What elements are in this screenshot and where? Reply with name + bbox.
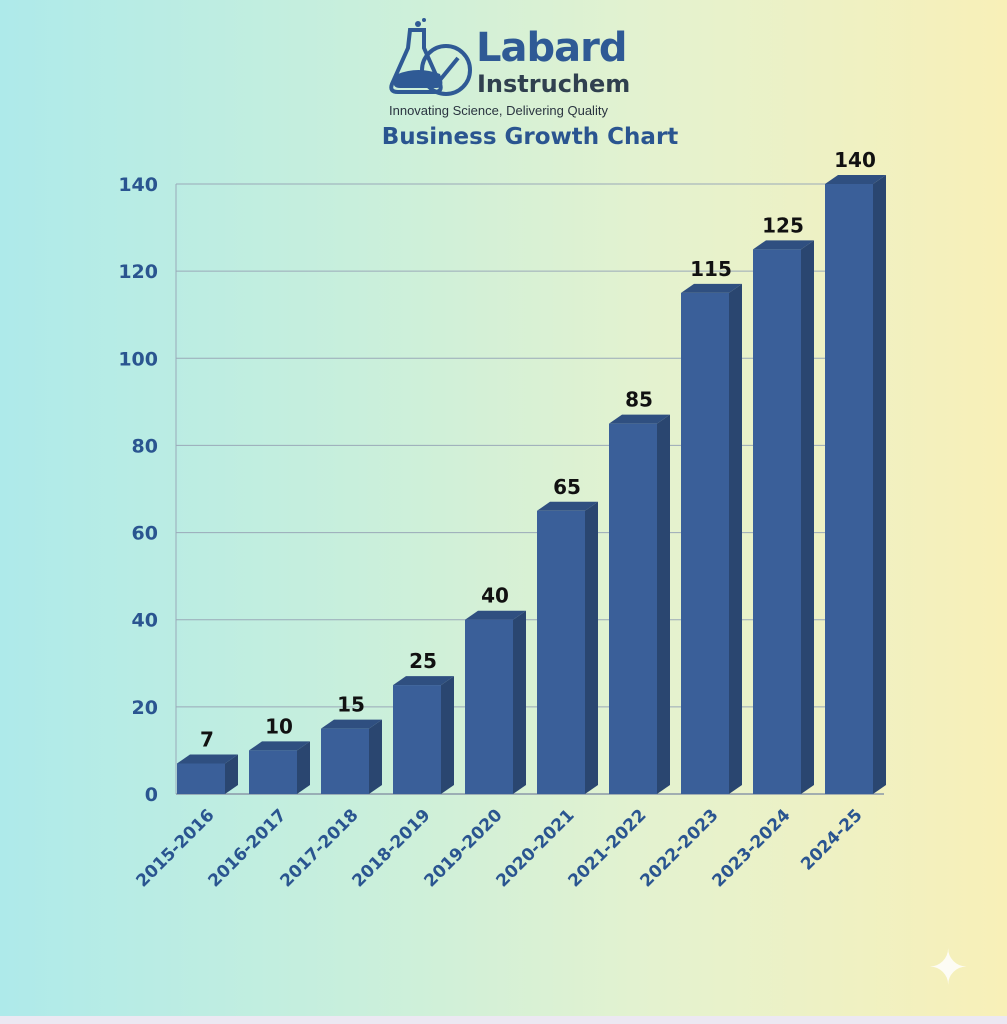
brand-tagline: Innovating Science, Delivering Quality (389, 103, 608, 118)
y-tick-label: 60 (132, 523, 158, 545)
bar-top (537, 501, 598, 511)
x-tick-label: 2024-25 (797, 805, 866, 874)
bar-side (873, 175, 886, 794)
brand-name: Labard (476, 25, 627, 71)
data-label: 115 (690, 257, 732, 281)
bar (609, 423, 657, 794)
bar (249, 750, 297, 794)
bar-top (681, 283, 742, 293)
bar-top (393, 676, 454, 686)
bar-top (177, 754, 238, 764)
data-label: 15 (337, 693, 365, 717)
bar-top (753, 240, 814, 250)
bar-side (441, 676, 454, 794)
y-tick-label: 100 (118, 348, 158, 370)
y-tick-label: 0 (145, 784, 158, 806)
bar (681, 292, 729, 794)
data-label: 125 (762, 213, 804, 237)
bar-top (609, 414, 670, 424)
bar-side (801, 240, 814, 794)
data-label: 7 (200, 728, 214, 752)
bar (321, 728, 369, 794)
bar-top (249, 741, 310, 751)
bar-side (585, 501, 598, 794)
bar-top (465, 610, 526, 620)
chart-title: Business Growth Chart (381, 124, 679, 150)
brand-subname: Instruchem (477, 70, 631, 98)
bar (825, 184, 873, 794)
flask-gauge-logo-icon (389, 18, 472, 96)
bar (537, 510, 585, 794)
bar (177, 763, 225, 794)
data-label: 40 (481, 584, 509, 608)
data-label: 65 (553, 475, 581, 499)
data-label: 25 (409, 649, 437, 673)
y-tick-label: 40 (132, 610, 158, 632)
bar (393, 685, 441, 794)
bar (465, 619, 513, 794)
bar (753, 249, 801, 794)
bar-side (297, 741, 310, 794)
data-label: 85 (625, 388, 653, 412)
y-tick-label: 120 (118, 261, 158, 283)
x-tick-label: 2023-2024 (708, 805, 794, 891)
data-label: 10 (265, 714, 293, 738)
bar-side (729, 283, 742, 794)
bar-side (513, 610, 526, 794)
y-tick-label: 20 (132, 697, 158, 719)
data-label: 140 (834, 148, 876, 172)
bar-side (369, 719, 382, 794)
bottom-strip (0, 1016, 1007, 1024)
y-tick-label: 140 (118, 174, 158, 196)
bar-top (321, 719, 382, 729)
bar-side (657, 414, 670, 794)
sparkle-icon: ✦ (928, 940, 969, 996)
bar-top (825, 175, 886, 184)
y-tick-label: 80 (132, 435, 158, 457)
bar-side (225, 754, 238, 794)
